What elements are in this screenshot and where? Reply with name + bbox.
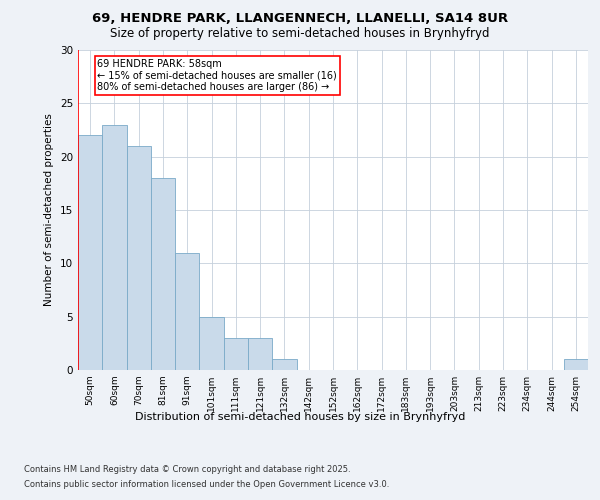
Bar: [564, 360, 588, 370]
Text: Contains public sector information licensed under the Open Government Licence v3: Contains public sector information licen…: [24, 480, 389, 489]
Y-axis label: Number of semi-detached properties: Number of semi-detached properties: [44, 114, 55, 306]
Text: Contains HM Land Registry data © Crown copyright and database right 2025.: Contains HM Land Registry data © Crown c…: [24, 465, 350, 474]
Bar: [78, 136, 102, 370]
Text: Distribution of semi-detached houses by size in Brynhyfryd: Distribution of semi-detached houses by …: [135, 412, 465, 422]
Bar: [272, 360, 296, 370]
Bar: [248, 338, 272, 370]
Bar: [102, 124, 127, 370]
Text: 69, HENDRE PARK, LLANGENNECH, LLANELLI, SA14 8UR: 69, HENDRE PARK, LLANGENNECH, LLANELLI, …: [92, 12, 508, 26]
Bar: [151, 178, 175, 370]
Bar: [127, 146, 151, 370]
Bar: [199, 316, 224, 370]
Bar: [224, 338, 248, 370]
Text: Size of property relative to semi-detached houses in Brynhyfryd: Size of property relative to semi-detach…: [110, 28, 490, 40]
Text: 69 HENDRE PARK: 58sqm
← 15% of semi-detached houses are smaller (16)
80% of semi: 69 HENDRE PARK: 58sqm ← 15% of semi-deta…: [97, 58, 337, 92]
Bar: [175, 252, 199, 370]
